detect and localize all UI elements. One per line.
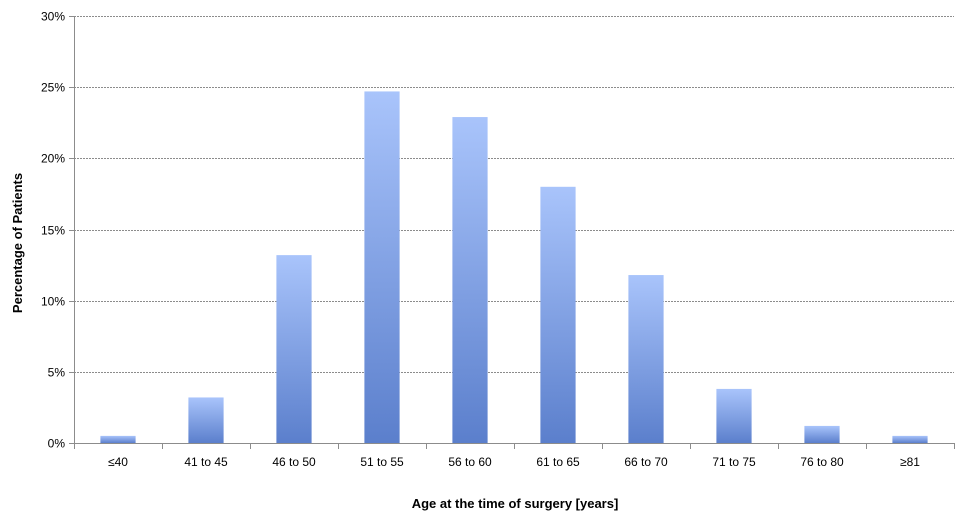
- bar-2: [188, 397, 224, 443]
- x-tick-label: 61 to 65: [536, 455, 580, 469]
- bar-9: [804, 425, 840, 443]
- bar-5: [452, 117, 488, 443]
- y-tick-label: 30%: [41, 10, 65, 24]
- bar-8: [716, 388, 752, 443]
- x-axis-title: Age at the time of surgery [years]: [412, 496, 619, 511]
- x-tick-label: 56 to 60: [448, 455, 492, 469]
- x-tick-label: 46 to 50: [272, 455, 316, 469]
- bar-10: [892, 435, 928, 443]
- tick-labels: 0% 5% 10% 15% 20% 25% 30% ≤40 41 to 45 46 to 50 51…: [41, 10, 920, 470]
- x-tick-label: ≤40: [108, 455, 128, 469]
- y-axis-title: Percentage of Patients: [10, 173, 25, 313]
- y-tick-label: 0%: [48, 437, 66, 451]
- y-tick-label: 5%: [48, 366, 66, 380]
- x-tick-label: 76 to 80: [800, 455, 844, 469]
- bar-3: [276, 255, 312, 443]
- y-tick-label: 10%: [41, 295, 65, 309]
- x-tick-label: 51 to 55: [360, 455, 404, 469]
- y-tick-label: 20%: [41, 152, 65, 166]
- x-tick-label: ≥81: [900, 455, 920, 469]
- bar-1: [100, 435, 136, 443]
- x-tick-label: 41 to 45: [184, 455, 228, 469]
- y-tick-label: 15%: [41, 224, 65, 238]
- bars: [100, 91, 928, 444]
- bar-7: [628, 275, 664, 443]
- bar-4: [364, 91, 400, 443]
- y-tick-label: 25%: [41, 81, 65, 95]
- x-tick-label: 71 to 75: [712, 455, 756, 469]
- gridlines: [74, 16, 954, 373]
- bar-6: [540, 186, 576, 444]
- x-tick-label: 66 to 70: [624, 455, 668, 469]
- axes: [69, 16, 955, 449]
